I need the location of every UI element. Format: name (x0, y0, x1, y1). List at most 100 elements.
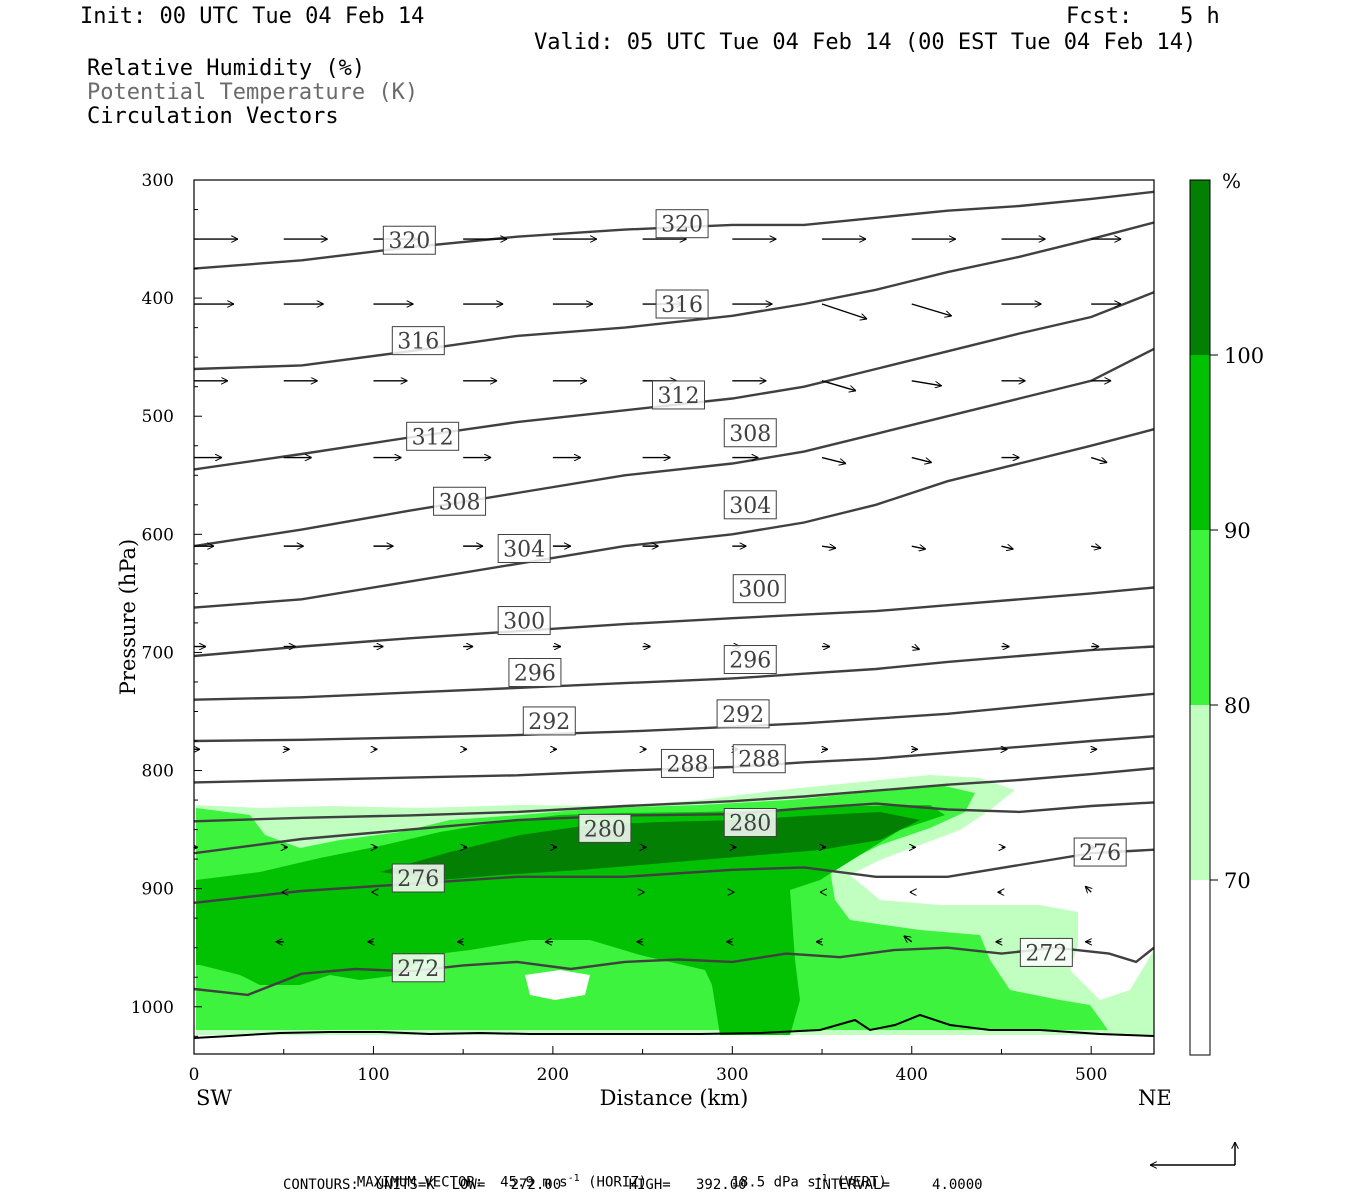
contour-label-box (406, 421, 460, 451)
legend-vectors: Circulation Vectors (87, 104, 339, 129)
y-tick-label: 400 (142, 289, 174, 309)
wind-vector (911, 546, 926, 549)
y-tick-label: 700 (142, 643, 174, 663)
wind-vector (911, 647, 920, 650)
contour-label-280: 280 (729, 812, 771, 837)
wind-vector (1091, 546, 1101, 548)
rh-dry-pocket (525, 970, 590, 1000)
axes: 0 100 200 300 400 500 300 400 500 600 700 800 900 100… (131, 171, 1108, 1085)
contour-label-box (522, 706, 576, 736)
contour-label-288: 288 (666, 752, 708, 777)
x-tick-label: 300 (716, 1065, 748, 1085)
terrain-line (193, 1013, 1155, 1039)
contour-label-box (651, 380, 705, 410)
theta-contour-312 (194, 291, 1154, 471)
contour-label-300: 300 (503, 610, 545, 635)
legend-rh: Relative Humidity (%) (87, 56, 366, 81)
colorbar-label-80: 80 (1224, 694, 1251, 718)
max-vector-label: MAXIMUM VECTOR: (356, 1174, 484, 1191)
contour-label-292: 292 (722, 703, 764, 728)
contour-label-box (382, 225, 436, 255)
contour-label-box (723, 808, 777, 838)
max-vector-line: MAXIMUM VECTOR: 45.9 m s-1 (HORIZ) 18.5 … (340, 1157, 887, 1191)
contour-label-box (578, 813, 632, 843)
contour-label-box (508, 658, 562, 688)
y-tick-label: 1000 (131, 998, 174, 1018)
contour-label-296: 296 (514, 662, 556, 687)
vert-tag: (VERT) (836, 1174, 887, 1191)
y-axis-title: Pressure (hPa) (116, 539, 140, 695)
colorbar-70-80 (1190, 705, 1210, 880)
colorbar-label-90: 90 (1224, 519, 1251, 543)
contour-label-box (723, 645, 777, 675)
x-end-label-sw: SW (196, 1086, 232, 1110)
y-tick-label: 900 (142, 880, 174, 900)
contour-label-box (433, 486, 487, 516)
colorbar-70-below (1190, 880, 1210, 1055)
x-tick-label: 0 (189, 1065, 200, 1085)
contour-label-304: 304 (729, 494, 771, 519)
theta-contour-296 (194, 645, 1154, 701)
x-axis-title: Distance (km) (600, 1086, 749, 1110)
contours-info: CONTOURS: UNITS=K LOW= 272.00 HIGH= 392.… (283, 1177, 983, 1193)
rh-100-region (380, 812, 920, 880)
wind-vector (821, 380, 856, 391)
theta-contour-284 (194, 767, 1154, 823)
theta-contour-308 (194, 347, 1154, 548)
contour-label-320: 320 (388, 229, 430, 254)
contour-label-308: 308 (729, 422, 771, 447)
contour-label-316: 316 (661, 293, 703, 318)
colorbar-label-70: 70 (1224, 869, 1251, 893)
contour-label-box (732, 574, 786, 604)
contour-label-296: 296 (729, 649, 771, 674)
contour-label-box (1073, 837, 1127, 867)
vert-units: dPa s (773, 1174, 816, 1191)
colorbar-90-100 (1190, 355, 1210, 530)
vert-exp: -1 (815, 1173, 828, 1184)
theta-contour-labels: 320 320 316 316 312 312 308 308 304 304 300 300 296 2… (382, 209, 1127, 983)
theta-contour-292 (194, 692, 1154, 743)
contour-label-272: 272 (1025, 941, 1067, 966)
valid-time: Valid: 05 UTC Tue 04 Feb 14 (00 EST Tue … (534, 30, 1197, 55)
y-tick-label: 600 (142, 525, 174, 545)
reference-vector (1150, 1142, 1235, 1165)
contour-label-box (497, 606, 551, 636)
wind-vector (1001, 546, 1013, 549)
wind-vector (1085, 886, 1091, 892)
colorbar-100-above (1190, 180, 1210, 355)
contour-label-292: 292 (528, 710, 570, 735)
contour-label-box (391, 863, 445, 893)
contour-label-280: 280 (584, 817, 626, 842)
contour-label-300: 300 (738, 578, 780, 603)
contour-label-box (655, 209, 709, 239)
legend-theta: Potential Temperature (K) (87, 80, 419, 105)
horiz-exp: -1 (567, 1173, 580, 1184)
contour-label-box (497, 533, 551, 563)
wind-vector (1090, 456, 1107, 463)
contour-label-box (732, 744, 786, 774)
contour-label-288: 288 (738, 748, 780, 773)
contour-label-box (391, 953, 445, 983)
contour-label-box (655, 289, 709, 319)
theta-contour-276 (194, 848, 1154, 904)
contour-label-312: 312 (657, 384, 699, 409)
x-tick-label: 100 (357, 1065, 389, 1085)
wind-vector (911, 380, 942, 386)
x-end-label-ne: NE (1138, 1086, 1172, 1110)
contour-label-276: 276 (397, 867, 439, 892)
contour-label-304: 304 (503, 537, 545, 562)
contour-label-320: 320 (661, 213, 703, 238)
contour-label-box (716, 699, 770, 729)
theta-contours (194, 190, 1154, 997)
colorbar-label-100: 100 (1224, 344, 1264, 368)
init-time: Init: 00 UTC Tue 04 Feb 14 (80, 4, 425, 29)
contour-label-312: 312 (412, 425, 454, 450)
x-tick-label: 400 (896, 1065, 928, 1085)
colorbar-frame (1189, 179, 1211, 1056)
colorbar-80-90 (1190, 530, 1210, 705)
wind-vector (821, 456, 846, 464)
wind-vector (911, 303, 952, 316)
colorbar-unit: % (1222, 169, 1241, 193)
fcst-value: 5 h (1180, 4, 1220, 29)
